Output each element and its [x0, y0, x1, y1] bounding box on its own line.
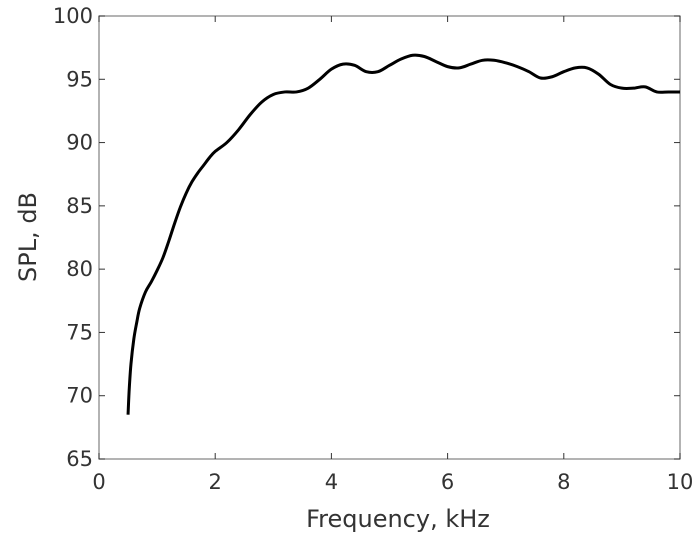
y-tick-label: 90: [66, 131, 93, 155]
x-tick-label: 0: [92, 470, 105, 494]
series-layer: [126, 53, 680, 415]
x-axis-label: Frequency, kHz: [306, 505, 490, 533]
x-tick-label: 2: [209, 470, 222, 494]
y-tick-label: 95: [66, 67, 93, 91]
x-tick-label: 4: [325, 470, 338, 494]
y-tick-label: 70: [66, 384, 93, 408]
y-tick-label: 85: [66, 194, 93, 218]
y-axis-label: SPL, dB: [14, 192, 42, 282]
y-tick-label: 75: [66, 320, 93, 344]
x-tick-label: 10: [667, 470, 694, 494]
plot-frame: [98, 15, 681, 460]
x-axis-ticks: 0 2 4 6 8 10: [92, 16, 693, 494]
spl-series-line: [126, 53, 680, 415]
y-tick-label: 80: [66, 257, 93, 281]
x-tick-label: 6: [441, 470, 454, 494]
y-axis-ticks: 65 70 75 80 85 90 95 100: [53, 4, 680, 471]
y-tick-label: 65: [66, 447, 93, 471]
x-tick-label: 8: [557, 470, 570, 494]
y-tick-label: 100: [53, 4, 93, 28]
